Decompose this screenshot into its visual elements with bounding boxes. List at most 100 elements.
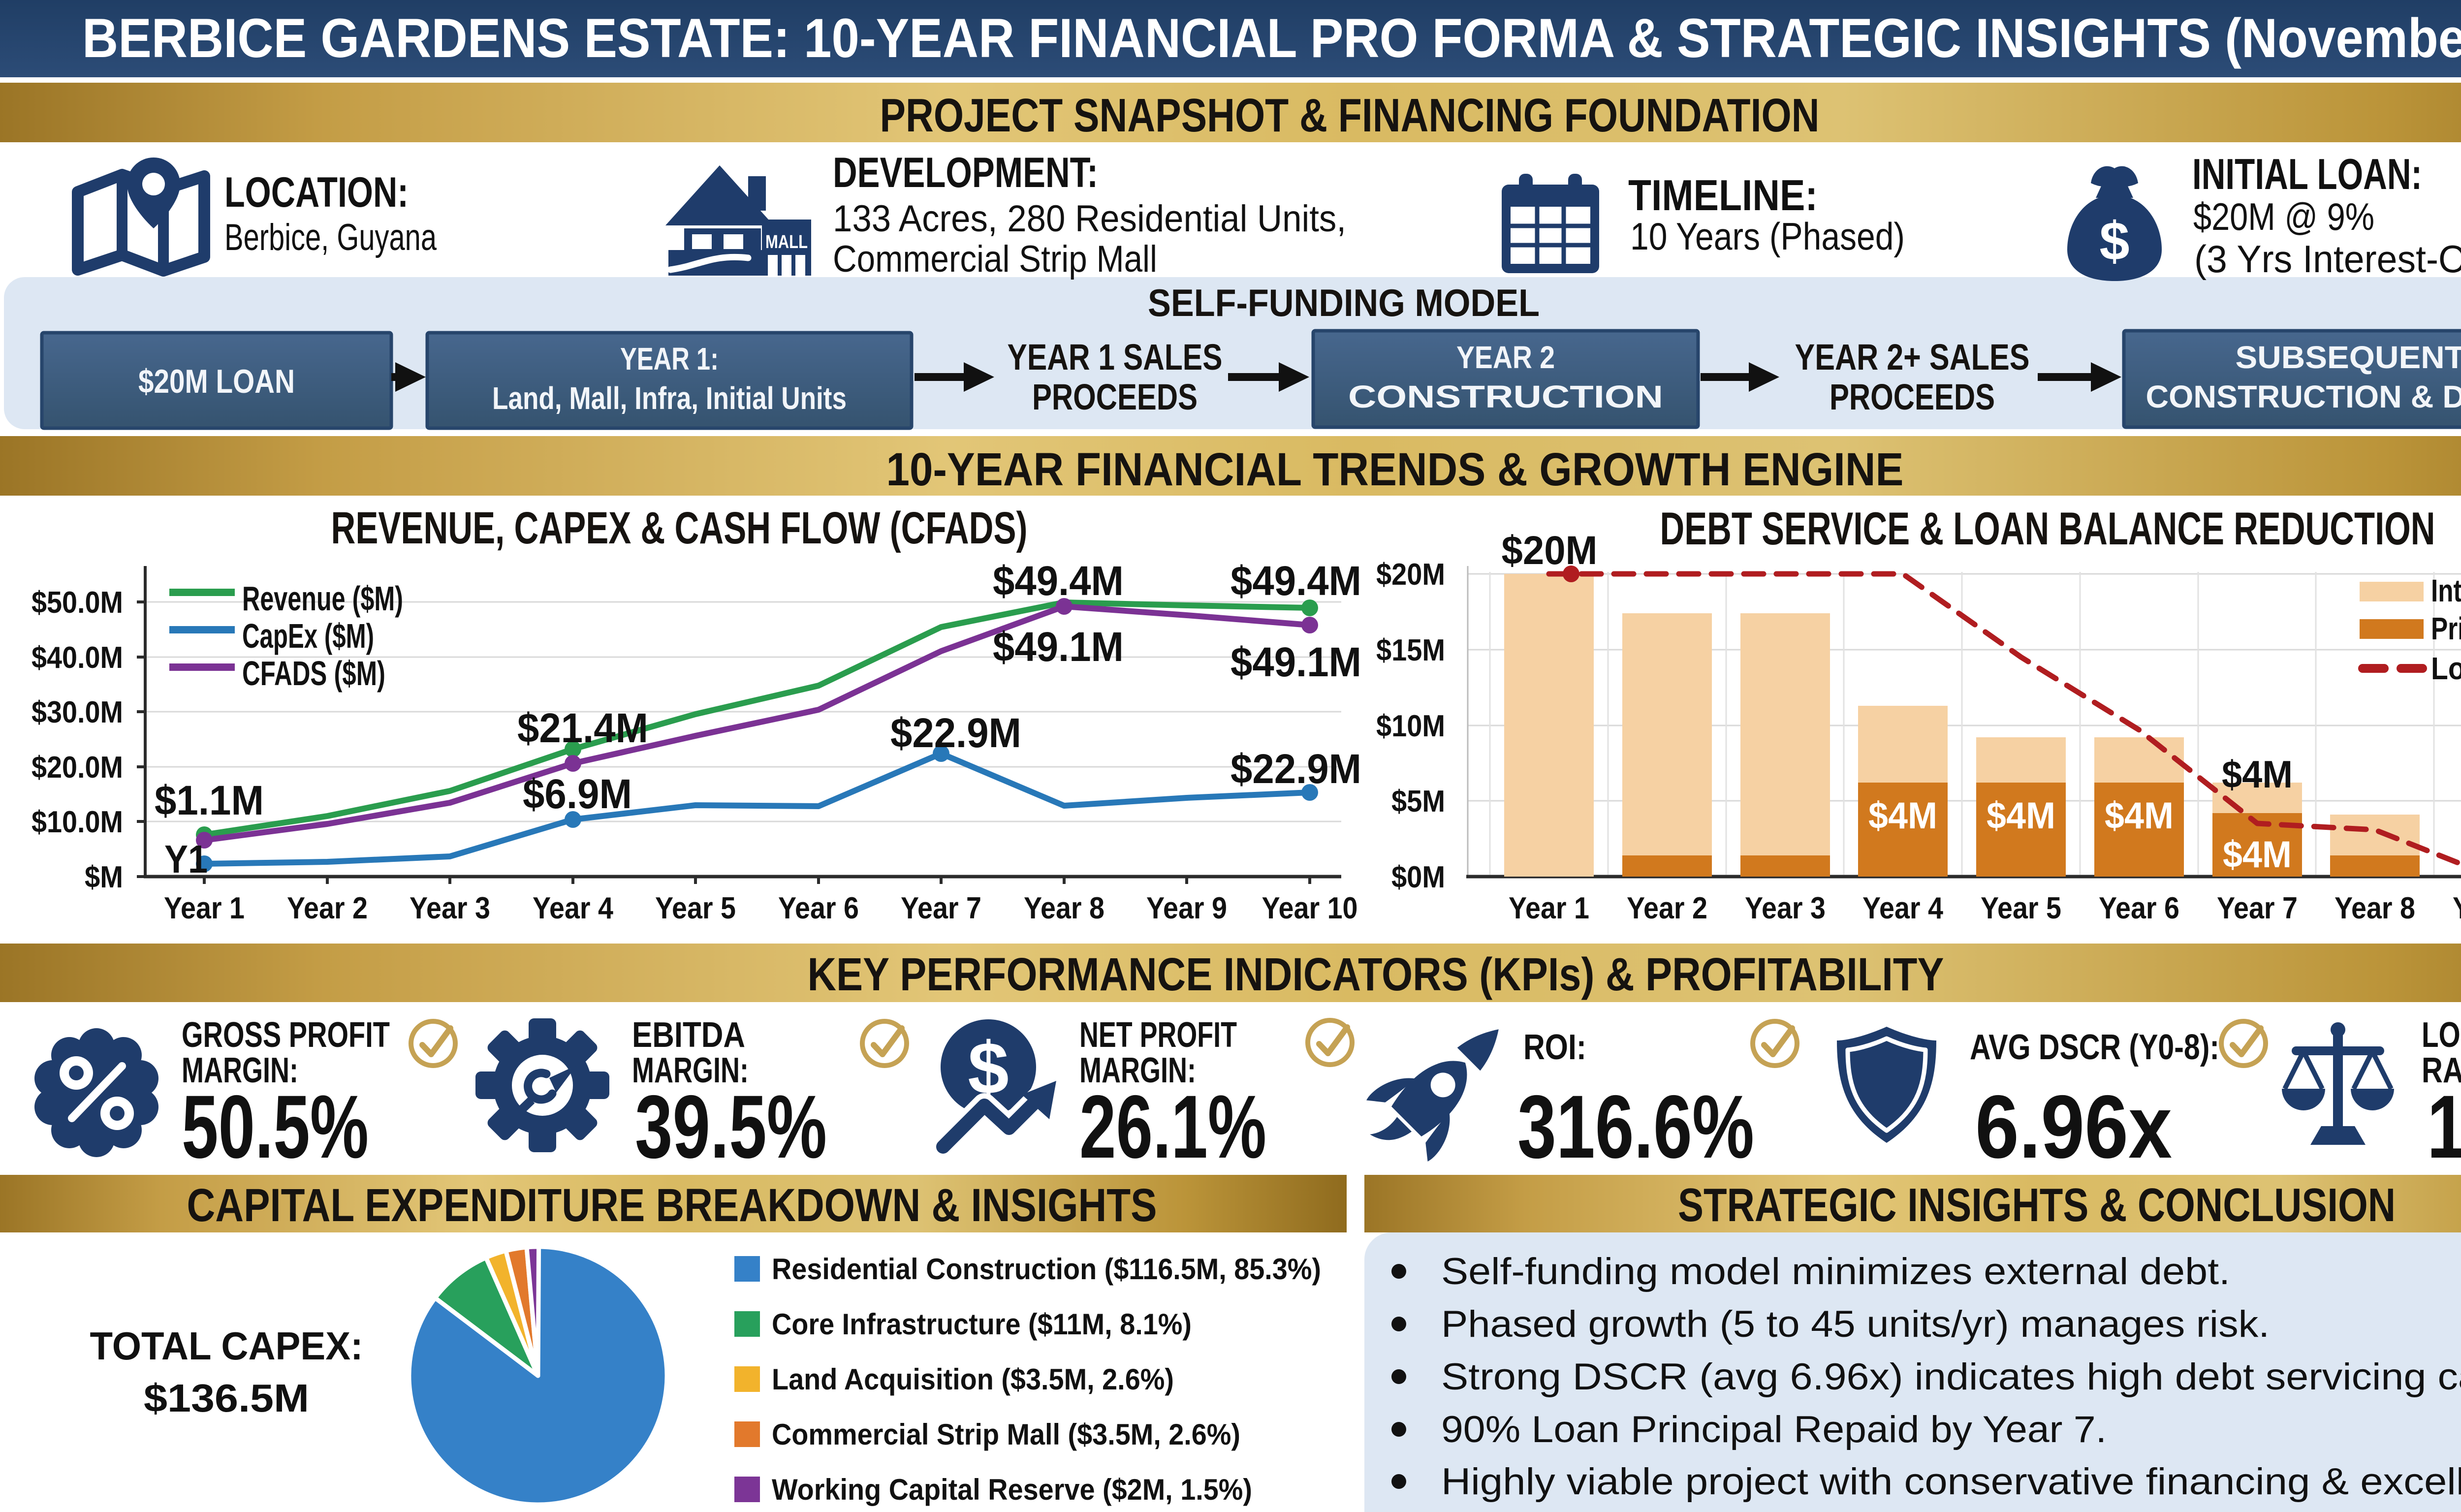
svg-text:Year 2: Year 2 (1627, 891, 1707, 925)
svg-text:SUBSEQUENT YEARS: SUBSEQUENT YEARS (2236, 340, 2461, 375)
svg-text:YEAR 1 SALES: YEAR 1 SALES (1008, 337, 1223, 378)
svg-text:$20M: $20M (1502, 528, 1598, 573)
svg-text:Year 4: Year 4 (533, 891, 613, 925)
svg-text:MARGIN:: MARGIN: (1079, 1051, 1196, 1090)
svg-text:10-YEAR FINANCIAL TRENDS & GRO: 10-YEAR FINANCIAL TRENDS & GROWTH ENGINE (886, 443, 1904, 496)
svg-text:(3 Yrs Interest-Only, 7 Yrs P+: (3 Yrs Interest-Only, 7 Yrs P+I) (2194, 237, 2461, 281)
svg-text:Working Capital Reserve ($2M,: Working Capital Reserve ($2M, 1.5%) (772, 1473, 1252, 1506)
svg-text:EBITDA: EBITDA (632, 1015, 745, 1055)
svg-text:Self-funding model minimizes e: Self-funding model minimizes external de… (1441, 1251, 2230, 1292)
svg-text:Year 3: Year 3 (1745, 891, 1826, 925)
svg-text:YEAR 2: YEAR 2 (1456, 340, 1555, 375)
svg-text:Year 1: Year 1 (1509, 891, 1589, 925)
svg-text:CFADS ($M): CFADS ($M) (242, 654, 385, 693)
svg-text:Land, Mall, Infra, Initial Uni: Land, Mall, Infra, Initial Units (492, 380, 847, 416)
svg-text:Loan Balance ($M): Loan Balance ($M) (2431, 651, 2461, 686)
svg-text:GROSS PROFIT: GROSS PROFIT (182, 1015, 390, 1055)
svg-text:Year 8: Year 8 (1024, 891, 1104, 925)
svg-text:Year 10: Year 10 (1262, 891, 1358, 925)
svg-text:$49.4M: $49.4M (1230, 558, 1361, 604)
svg-text:50.5%: 50.5% (182, 1076, 369, 1177)
svg-text:$: $ (2099, 211, 2129, 272)
svg-text:YEAR 2+ SALES: YEAR 2+ SALES (1795, 337, 2030, 378)
svg-text:$4M: $4M (1868, 795, 1937, 837)
svg-text:$21.4M: $21.4M (517, 705, 648, 751)
svg-text:DEVELOPMENT:: DEVELOPMENT: (833, 149, 1098, 196)
svg-text:Strong DSCR (avg 6.96x) indica: Strong DSCR (avg 6.96x) indicates high d… (1441, 1356, 2461, 1398)
svg-text:TOTAL CAPEX:: TOTAL CAPEX: (90, 1324, 363, 1368)
svg-text:$50.0M: $50.0M (32, 586, 123, 620)
svg-text:Revenue ($M): Revenue ($M) (242, 579, 403, 618)
svg-text:$22.9M: $22.9M (1230, 746, 1361, 792)
svg-text:Year 1: Year 1 (164, 891, 245, 925)
svg-text:$49.1M: $49.1M (993, 624, 1124, 670)
svg-text:$4M: $4M (2222, 753, 2293, 796)
svg-text:Interest: Interest (2431, 573, 2461, 608)
svg-text:Year 5: Year 5 (655, 891, 736, 925)
svg-text:$49.1M: $49.1M (1230, 639, 1361, 685)
svg-text:$4M: $4M (2105, 795, 2174, 837)
svg-text:$5M: $5M (1391, 785, 1445, 819)
svg-text:$20M LOAN: $20M LOAN (138, 363, 295, 400)
svg-text:26.1%: 26.1% (1079, 1076, 1266, 1177)
svg-text:133 Acres, 280 Residential Uni: 133 Acres, 280 Residential Units, (833, 198, 1346, 240)
svg-text:$20.0M: $20.0M (32, 751, 123, 785)
svg-text:$1.1M: $1.1M (155, 777, 264, 823)
svg-text:$49.4M: $49.4M (993, 558, 1124, 604)
svg-text:$6.9M: $6.9M (523, 771, 632, 817)
svg-text:TIMELINE:: TIMELINE: (1628, 171, 1818, 220)
svg-text:LOCATION:: LOCATION: (224, 169, 409, 216)
svg-text:MALL: MALL (765, 232, 808, 252)
svg-text:STRATEGIC INSIGHTS & CONCLUSIO: STRATEGIC INSIGHTS & CONCLUSION (1678, 1179, 2396, 1231)
svg-text:Y1: Y1 (164, 837, 208, 881)
svg-text:SELF-FUNDING MODEL: SELF-FUNDING MODEL (1148, 281, 1540, 324)
svg-text:6.96x: 6.96x (1975, 1076, 2172, 1177)
svg-text:Commercial Strip Mall ($3.5M,: Commercial Strip Mall ($3.5M, 2.6%) (772, 1418, 1240, 1451)
svg-text:CONSTRUCTION & DEBT SERVICE: CONSTRUCTION & DEBT SERVICE (2146, 379, 2461, 414)
svg-text:Year 6: Year 6 (778, 891, 859, 925)
svg-text:YEAR 1:: YEAR 1: (620, 341, 719, 377)
svg-text:$30.0M: $30.0M (32, 695, 123, 729)
svg-text:Year 8: Year 8 (2335, 891, 2415, 925)
svg-text:Year 3: Year 3 (410, 891, 490, 925)
svg-text:Year 9: Year 9 (2453, 891, 2461, 925)
svg-text:$0M: $0M (1391, 860, 1445, 894)
svg-text:$20M @ 9%: $20M @ 9% (2193, 195, 2374, 238)
svg-text:Year 2: Year 2 (287, 891, 368, 925)
svg-text:PROCEEDS: PROCEEDS (1830, 377, 1995, 417)
svg-text:$10M: $10M (1376, 709, 1445, 743)
svg-text:PROCEEDS: PROCEEDS (1032, 377, 1198, 417)
svg-text:$4M: $4M (1987, 795, 2055, 837)
svg-text:LOAN-TO-COST: LOAN-TO-COST (2422, 1015, 2461, 1055)
svg-text:Year 7: Year 7 (2217, 891, 2298, 925)
svg-text:MARGIN:: MARGIN: (182, 1051, 298, 1090)
svg-text:Highly viable project with con: Highly viable project with conservative … (1441, 1461, 2461, 1503)
svg-text:90% Loan Principal Repaid by Y: 90% Loan Principal Repaid by Year 7. (1441, 1409, 2107, 1450)
svg-text:$22.9M: $22.9M (890, 710, 1021, 756)
svg-text:Year 9: Year 9 (1146, 891, 1227, 925)
svg-text:ROI:: ROI: (1523, 1028, 1586, 1067)
svg-text:CAPITAL EXPENDITURE BREAKDOWN: CAPITAL EXPENDITURE BREAKDOWN & INSIGHTS (187, 1179, 1157, 1231)
svg-text:39.5%: 39.5% (635, 1076, 827, 1177)
svg-text:$40.0M: $40.0M (32, 641, 123, 675)
svg-text:Core Infrastructure ($11M, 8.1: Core Infrastructure ($11M, 8.1%) (772, 1308, 1192, 1341)
svg-text:AVG DSCR (Y0-8):: AVG DSCR (Y0-8): (1970, 1028, 2219, 1067)
svg-text:Principal: Principal (2431, 611, 2461, 646)
svg-text:INITIAL LOAN:: INITIAL LOAN: (2192, 150, 2422, 198)
svg-text:Year 4: Year 4 (1862, 891, 1943, 925)
svg-text:Berbice, Guyana: Berbice, Guyana (224, 217, 437, 258)
svg-text:KEY PERFORMANCE INDICATORS (KP: KEY PERFORMANCE INDICATORS (KPIs) & PROF… (808, 948, 1944, 1001)
svg-text:RATIO:: RATIO: (2422, 1051, 2461, 1090)
svg-text:Year 6: Year 6 (2099, 891, 2179, 925)
svg-text:Phased growth (5 to 45 units/y: Phased growth (5 to 45 units/yr) manages… (1441, 1303, 2270, 1345)
svg-text:Year 7: Year 7 (901, 891, 981, 925)
svg-text:Residential Construction ($116: Residential Construction ($116.5M, 85.3%… (772, 1253, 1321, 1286)
svg-text:Commercial Strip Mall: Commercial Strip Mall (833, 238, 1157, 280)
svg-text:NET PROFIT: NET PROFIT (1079, 1015, 1237, 1055)
svg-text:CONSTRUCTION: CONSTRUCTION (1348, 379, 1663, 414)
svg-text:$136.5M: $136.5M (144, 1376, 309, 1420)
svg-text:$4M: $4M (2223, 834, 2292, 876)
svg-text:MARGIN:: MARGIN: (632, 1051, 749, 1090)
svg-text:316.6%: 316.6% (1517, 1076, 1754, 1177)
svg-text:REVENUE, CAPEX & CASH FLOW (CF: REVENUE, CAPEX & CASH FLOW (CFADS) (331, 503, 1028, 553)
